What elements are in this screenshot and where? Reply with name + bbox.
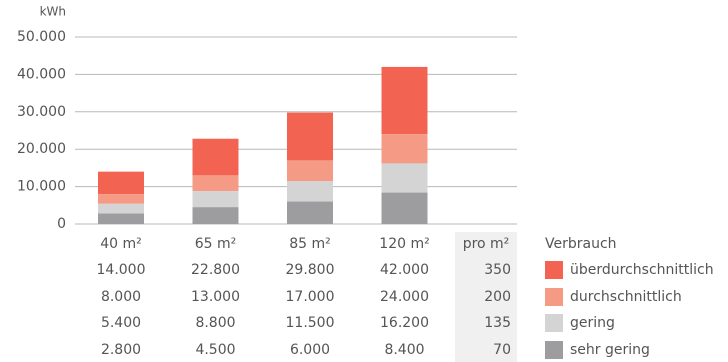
legend-label: durchschnittlich [570, 289, 682, 305]
y-tick-label: 20.000 [17, 141, 66, 157]
legend-title: Verbrauch [545, 236, 617, 252]
bar-segment [287, 112, 333, 161]
per-unit-value: 350 [484, 262, 511, 278]
legend-swatch [545, 261, 563, 279]
table-value: 5.400 [101, 315, 141, 331]
x-tick-label: 65 m² [195, 236, 237, 252]
bar-segment [98, 171, 144, 195]
y-tick-label: 0 [57, 216, 66, 232]
table-value: 16.200 [380, 315, 429, 331]
legend-swatch [545, 314, 563, 332]
bar-segment [98, 213, 144, 224]
table-value: 6.000 [290, 342, 330, 358]
bar-segment [287, 180, 333, 202]
per-unit-value: 135 [484, 315, 511, 331]
bar-segment [381, 134, 428, 164]
table-value: 22.800 [191, 262, 240, 278]
bar-segment [98, 194, 144, 204]
x-tick-label: 40 m² [100, 236, 142, 252]
bar-segment [192, 175, 239, 192]
per-unit-value: 70 [493, 342, 511, 358]
table-value: 29.800 [286, 262, 335, 278]
bar-segment [192, 207, 239, 224]
y-tick-label: 40.000 [17, 66, 66, 82]
table-value: 24.000 [380, 289, 429, 305]
table-value: 8.800 [195, 315, 235, 331]
per-unit-header: pro m² [463, 236, 510, 252]
y-unit: kWh [40, 5, 66, 19]
table-value: 42.000 [380, 262, 429, 278]
bar-segment [192, 138, 239, 176]
legend-label: gering [570, 315, 615, 331]
legend-swatch [545, 341, 563, 359]
bar-segment [381, 192, 428, 224]
table-value: 14.000 [97, 262, 146, 278]
table-value: 11.500 [286, 315, 335, 331]
table-value: 4.500 [195, 342, 235, 358]
per-unit-column [455, 232, 517, 362]
legend-label: überdurchschnittlich [570, 262, 714, 278]
bar-segment [381, 66, 428, 135]
table-value: 17.000 [286, 289, 335, 305]
legend-label: sehr gering [570, 342, 650, 358]
x-tick-label: 120 m² [379, 236, 429, 252]
y-tick-label: 50.000 [17, 29, 66, 45]
y-tick-label: 10.000 [17, 179, 66, 195]
bar-segment [381, 163, 428, 193]
table-value: 8.000 [101, 289, 141, 305]
bar-segment [192, 191, 239, 208]
table-value: 13.000 [191, 289, 240, 305]
bar-segment [98, 203, 144, 214]
legend-swatch [545, 288, 563, 306]
per-unit-value: 200 [484, 289, 511, 305]
table-value: 8.400 [384, 342, 424, 358]
bar-segment [287, 201, 333, 224]
y-tick-label: 30.000 [17, 104, 66, 120]
bar-segment [287, 160, 333, 181]
x-tick-label: 85 m² [289, 236, 331, 252]
table-value: 2.800 [101, 342, 141, 358]
